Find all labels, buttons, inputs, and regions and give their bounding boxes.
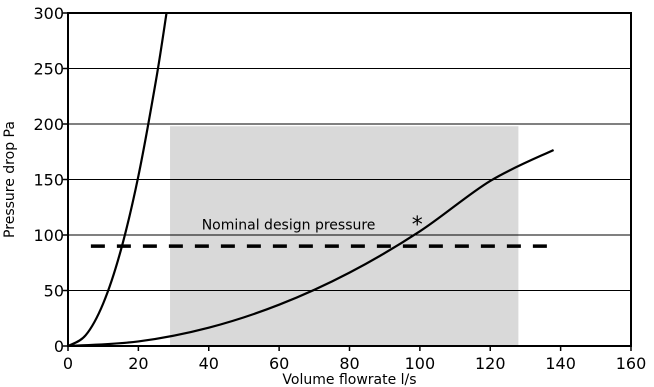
y-axis-ticks: 0 50 100 150 200 250 300 [33,4,68,356]
x-axis-label: Volume flowrate l/s [282,372,416,387]
shaded-operating-region-layer [170,126,519,346]
x-tick-label: 140 [545,354,576,373]
series-layer [68,13,555,346]
shaded-operating-region [170,126,519,346]
y-tick-label: 100 [33,226,64,245]
x-tick-label: 0 [63,354,73,373]
annotation-nominal-design-pressure: Nominal design pressure [202,217,376,233]
x-tick-label: 20 [128,354,148,373]
y-tick-label: 0 [54,337,64,356]
y-tick-label: 50 [44,282,64,301]
x-tick-label: 160 [616,354,647,373]
series-curve-1 [68,13,168,346]
y-tick-label: 150 [33,171,64,190]
gridlines [68,68,631,291]
x-tick-label: 120 [475,354,506,373]
series-curve-2 [68,148,555,346]
x-tick-label: 80 [339,354,359,373]
y-tick-label: 250 [33,60,64,79]
x-tick-label: 60 [269,354,289,373]
x-tick-label: 40 [199,354,219,373]
x-tick-label: 100 [405,354,436,373]
y-tick-label: 200 [33,115,64,134]
annotation-asterisk: * [412,213,423,238]
y-tick-label: 300 [33,4,64,23]
y-axis-label: Pressure drop Pa [2,121,18,238]
x-axis-ticks: 0 20 40 60 80 100 120 140 160 [63,346,646,373]
